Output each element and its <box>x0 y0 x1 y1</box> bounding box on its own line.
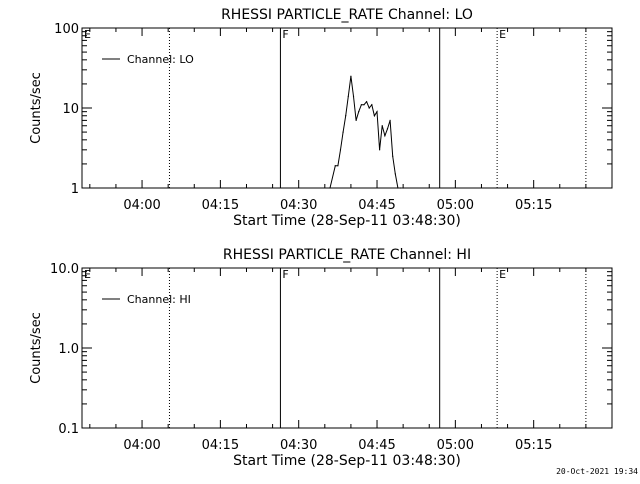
x-axis-label: Start Time (28-Sep-11 03:48:30) <box>233 213 461 229</box>
x-tick-label: 05:00 <box>437 198 474 213</box>
data-point <box>339 149 342 151</box>
x-tick-label: 04:00 <box>123 198 160 213</box>
y-tick-label: 10.0 <box>50 262 79 277</box>
chart-title: RHESSI PARTICLE_RATE Channel: HI <box>223 247 471 263</box>
y-tick-label: 1 <box>71 182 79 197</box>
data-point <box>371 104 373 106</box>
data-point <box>334 165 336 167</box>
data-point <box>399 187 402 189</box>
data-point <box>368 107 370 109</box>
data-point <box>358 111 360 113</box>
marker-label: F <box>282 28 288 41</box>
x-tick-label: 04:15 <box>202 438 239 453</box>
x-tick-label: 04:00 <box>123 438 160 453</box>
marker-label: E <box>84 28 91 41</box>
legend-label: Channel: LO <box>127 53 194 66</box>
data-point <box>381 125 383 127</box>
data-point <box>389 119 391 121</box>
plot-frame <box>81 267 613 429</box>
data-point <box>394 173 396 175</box>
chart-title: RHESSI PARTICLE_RATE Channel: LO <box>221 7 473 23</box>
data-point <box>342 131 344 133</box>
data-point <box>379 149 381 151</box>
data-point <box>355 119 357 121</box>
data-point <box>392 155 394 157</box>
y-tick-label: 0.1 <box>58 422 79 437</box>
x-tick-label: 04:45 <box>358 198 395 213</box>
data-point <box>363 104 365 106</box>
y-tick-label: 1.0 <box>58 342 79 357</box>
marker-label: E <box>84 268 91 281</box>
y-tick-label: 100 <box>54 22 79 37</box>
x-tick-label: 04:45 <box>358 438 395 453</box>
data-point <box>360 104 362 106</box>
y-axis-label: Counts/sec <box>29 72 44 144</box>
x-tick-label: 04:30 <box>280 198 317 213</box>
x-axis-label: Start Time (28-Sep-11 03:48:30) <box>233 453 461 469</box>
marker-label: E <box>499 268 506 281</box>
data-point <box>365 101 368 103</box>
marker-label: E <box>499 28 506 41</box>
data-point <box>402 187 404 189</box>
data-point <box>337 165 339 167</box>
data-point <box>376 111 378 113</box>
marker-label: F <box>282 268 288 281</box>
data-point <box>352 95 355 97</box>
data-point <box>373 115 376 117</box>
legend-label: Channel: HI <box>127 293 191 306</box>
data-point <box>345 115 347 117</box>
data-point <box>347 95 349 97</box>
x-tick-label: 04:15 <box>202 198 239 213</box>
y-tick-label: 10 <box>62 102 79 117</box>
series-line <box>329 76 404 189</box>
footer-timestamp: 20-Oct-2021 19:34 <box>556 467 638 476</box>
data-point <box>350 75 352 77</box>
x-tick-label: 05:00 <box>437 438 474 453</box>
data-point <box>384 135 386 137</box>
x-tick-label: 05:15 <box>515 438 552 453</box>
y-axis-label: Counts/sec <box>29 312 44 384</box>
x-tick-label: 04:30 <box>280 438 317 453</box>
data-point <box>397 187 399 189</box>
data-point <box>386 128 389 130</box>
x-tick-label: 05:15 <box>515 198 552 213</box>
data-point <box>329 187 331 189</box>
